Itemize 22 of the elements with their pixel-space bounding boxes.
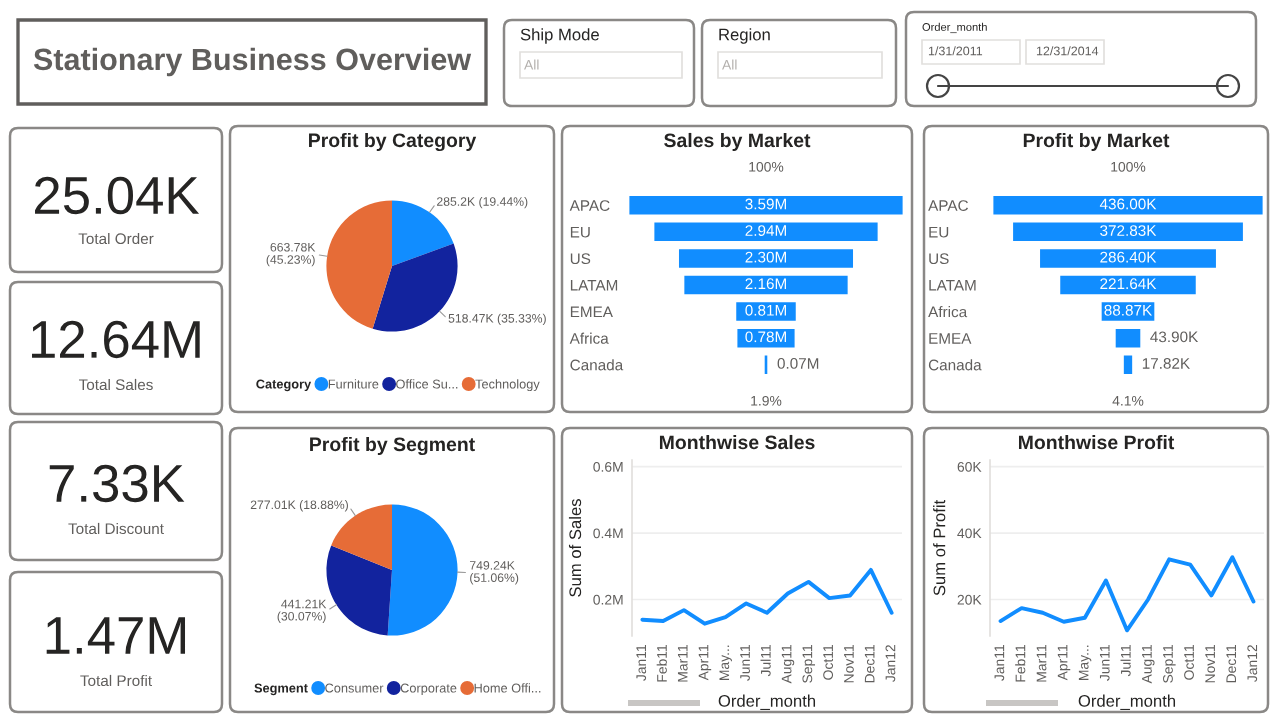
text: Region [719,28,770,44]
text: Profit by Market [1023,132,1170,152]
y-axis-title: Sum of Sales [568,499,582,597]
chart-title: Profit by Segment [310,436,475,456]
pie-slice [326,545,392,636]
text: Sales by Market [664,132,811,152]
pie-slice [326,200,392,329]
x-axis-title: Order_month [1078,694,1176,710]
y-axis-title: Sum of Profit [933,499,946,596]
chart-title: Monthwise Profit [1018,434,1175,450]
text: 7.33K [49,464,185,503]
line-series [998,555,1256,633]
text: 25.04K [35,176,200,215]
chart-title: Monthwise Sales [659,434,815,450]
x-axis-title: Order_month [718,694,816,710]
text: Stationary Business Overview [33,47,472,77]
text: 12.64M [32,320,200,359]
text: Ship Mode [520,28,599,44]
chart-title: Profit by Category [309,132,477,152]
line-series [640,567,894,626]
text: 1.47M [46,617,186,654]
pie-slice [387,504,458,636]
